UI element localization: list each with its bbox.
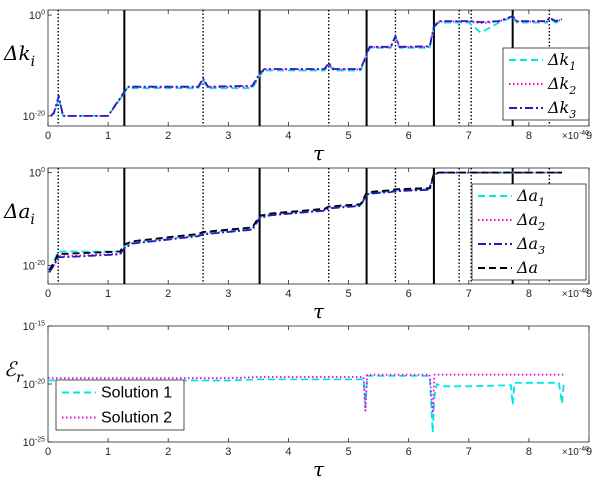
y-tick-label: 10-20​ bbox=[23, 260, 45, 273]
y-tick-label: 10-25​ bbox=[23, 436, 45, 449]
y-axis-label: Δki​ bbox=[3, 41, 35, 70]
legend: Δk1​Δk2​Δk3​ bbox=[502, 47, 590, 121]
x-multiplier: ×10-40​ bbox=[562, 288, 589, 300]
x-tick-label: 5 bbox=[345, 130, 351, 142]
legend-label: Δa3​ bbox=[516, 234, 545, 257]
y-tick-label: 10-20​ bbox=[23, 110, 45, 123]
legend-label: Δk3​ bbox=[547, 98, 576, 121]
legend: Δa1​Δa2​Δa3​Δa bbox=[471, 183, 587, 281]
x-tick-label: 6 bbox=[406, 288, 412, 300]
panel-3: 0 1 2 3 4 5 6 7 8 9 10-25​ 10-20​ 10-15​ ×10-40​ τ ℰr​ S… bbox=[4, 320, 592, 478]
panel-1: 0 1 2 3 4 5 6 7 8 9 10-20​ 100​ ×10-40​ τ Δki​ Δk1​Δk2​… bbox=[3, 9, 592, 165]
x-tick-label: 8 bbox=[526, 446, 532, 458]
legend-label: Δa bbox=[516, 258, 538, 277]
x-tick-label: 8 bbox=[526, 130, 532, 142]
legend-box bbox=[55, 379, 185, 431]
series-line-4 bbox=[48, 171, 562, 271]
x-tick-label: 6 bbox=[406, 446, 412, 458]
x-tick-label: 3 bbox=[225, 446, 231, 458]
x-axis-label: τ bbox=[313, 299, 325, 323]
y-tick-label: 10-15​ bbox=[23, 320, 45, 333]
legend-label: Solution 2 bbox=[101, 410, 172, 427]
x-tick-label: 2 bbox=[165, 446, 171, 458]
x-tick-label: 4 bbox=[285, 446, 291, 458]
x-tick-label: 0 bbox=[45, 446, 51, 458]
panel-2: 0 1 2 3 4 5 6 7 8 9 10-20​ 100​ ×10-40​ τ Δai​ Δa1​Δa2​… bbox=[3, 167, 592, 323]
legend-label: Δa2​ bbox=[516, 210, 545, 233]
x-tick-label: 0 bbox=[45, 288, 51, 300]
y-tick-label: 100​ bbox=[29, 167, 45, 180]
x-tick-label: 1 bbox=[105, 288, 111, 300]
x-tick-label: 9 bbox=[586, 130, 592, 142]
x-tick-label: 2 bbox=[165, 288, 171, 300]
x-axis-label: τ bbox=[313, 457, 325, 478]
x-multiplier: ×10-40​ bbox=[562, 446, 589, 458]
x-tick-label: 7 bbox=[466, 288, 472, 300]
series-line-3 bbox=[50, 15, 563, 117]
x-tick-label: 9 bbox=[586, 446, 592, 458]
legend-box bbox=[502, 47, 590, 121]
x-tick-label: 3 bbox=[225, 288, 231, 300]
y-tick-label: 10-20​ bbox=[23, 378, 45, 391]
x-tick-label: 5 bbox=[345, 288, 351, 300]
x-tick-label: 4 bbox=[285, 130, 291, 142]
x-tick-label: 6 bbox=[406, 130, 412, 142]
series-line-1 bbox=[48, 374, 565, 434]
legend-label: Δa1​ bbox=[516, 186, 545, 209]
series-line-2 bbox=[48, 373, 564, 414]
x-tick-label: 9 bbox=[586, 288, 592, 300]
x-tick-label: 1 bbox=[105, 446, 111, 458]
legend-label: Solution 1 bbox=[101, 385, 172, 402]
x-tick-label: 1 bbox=[105, 130, 111, 142]
plot-area bbox=[47, 9, 590, 127]
x-tick-label: 5 bbox=[345, 446, 351, 458]
x-tick-label: 3 bbox=[225, 130, 231, 142]
x-multiplier: ×10-40​ bbox=[562, 130, 589, 142]
x-tick-label: 7 bbox=[466, 446, 472, 458]
x-tick-label: 0 bbox=[45, 130, 51, 142]
x-tick-label: 7 bbox=[466, 130, 472, 142]
legend: Solution 1 Solution 2 bbox=[55, 379, 185, 431]
x-tick-label: 4 bbox=[285, 288, 291, 300]
legend-box bbox=[471, 183, 587, 281]
y-axis-label: Δai​ bbox=[3, 199, 35, 228]
y-axis-label: ℰr​ bbox=[4, 357, 24, 386]
x-tick-label: 8 bbox=[526, 288, 532, 300]
legend-label: Δk2​ bbox=[547, 74, 576, 97]
y-tick-label: 100​ bbox=[29, 9, 45, 22]
legend-label: Δk1​ bbox=[547, 50, 576, 73]
x-axis-label: τ bbox=[313, 141, 325, 165]
x-tick-label: 2 bbox=[165, 130, 171, 142]
